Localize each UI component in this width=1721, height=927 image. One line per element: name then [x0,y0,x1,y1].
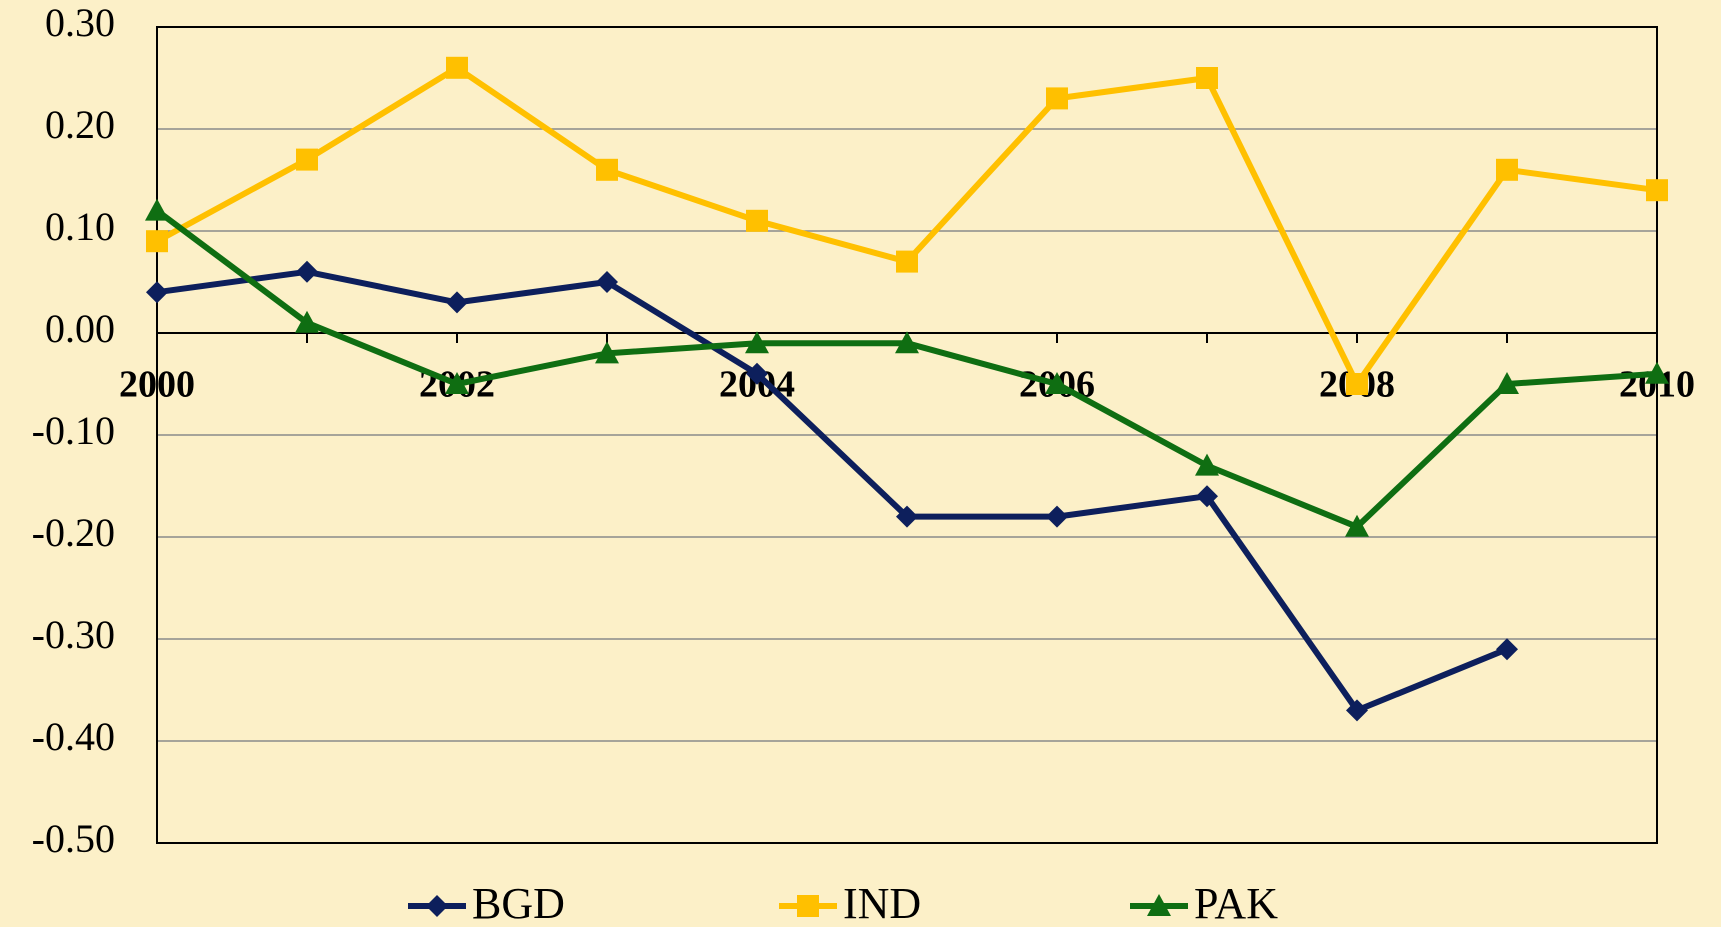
y-tick-label: -0.30 [32,612,115,657]
data-point [145,198,169,221]
data-point [1345,514,1369,537]
y-tick-label: 0.20 [45,102,115,147]
legend-marker [1147,894,1171,916]
data-point [445,372,469,394]
data-point [1346,373,1368,395]
data-point [745,331,769,354]
data-point [1646,179,1668,202]
data-point [1195,453,1219,476]
y-tick-label: 0.00 [45,306,115,351]
data-point [1495,372,1519,394]
data-point [895,331,919,354]
legend-label: PAK [1194,879,1278,927]
data-point [1045,372,1069,394]
data-point [595,341,619,364]
y-tick-label: 0.10 [45,204,115,249]
data-point [596,158,618,181]
data-point [1196,485,1218,508]
data-point [146,281,168,304]
data-point [596,271,618,293]
data-point [446,291,468,314]
data-point [1346,699,1368,722]
y-tick-label: -0.50 [32,816,115,861]
plot-border [156,26,1658,844]
y-tick-label: -0.10 [32,408,115,453]
y-tick-label: -0.40 [32,714,115,759]
data-point [896,250,918,273]
y-tick-label: 0.30 [45,0,115,45]
data-point [896,505,918,528]
legend-marker [426,895,448,917]
x-tick-label: 2000 [119,364,195,406]
series-line [156,268,1509,714]
legend-label: IND [843,879,921,927]
data-point [295,310,319,333]
legend-label: BGD [472,879,565,927]
y-tick-label: -0.20 [32,510,115,555]
data-point [1196,67,1218,89]
data-point [746,209,768,232]
data-point [1046,505,1068,528]
data-point [446,56,468,79]
data-point [146,230,168,253]
data-point [296,148,318,171]
data-point [296,260,318,283]
data-point [1046,87,1068,110]
data-point [1496,638,1518,661]
legend-marker [797,895,819,917]
data-point [746,362,768,385]
data-point [1645,361,1669,384]
data-point [1496,158,1518,181]
